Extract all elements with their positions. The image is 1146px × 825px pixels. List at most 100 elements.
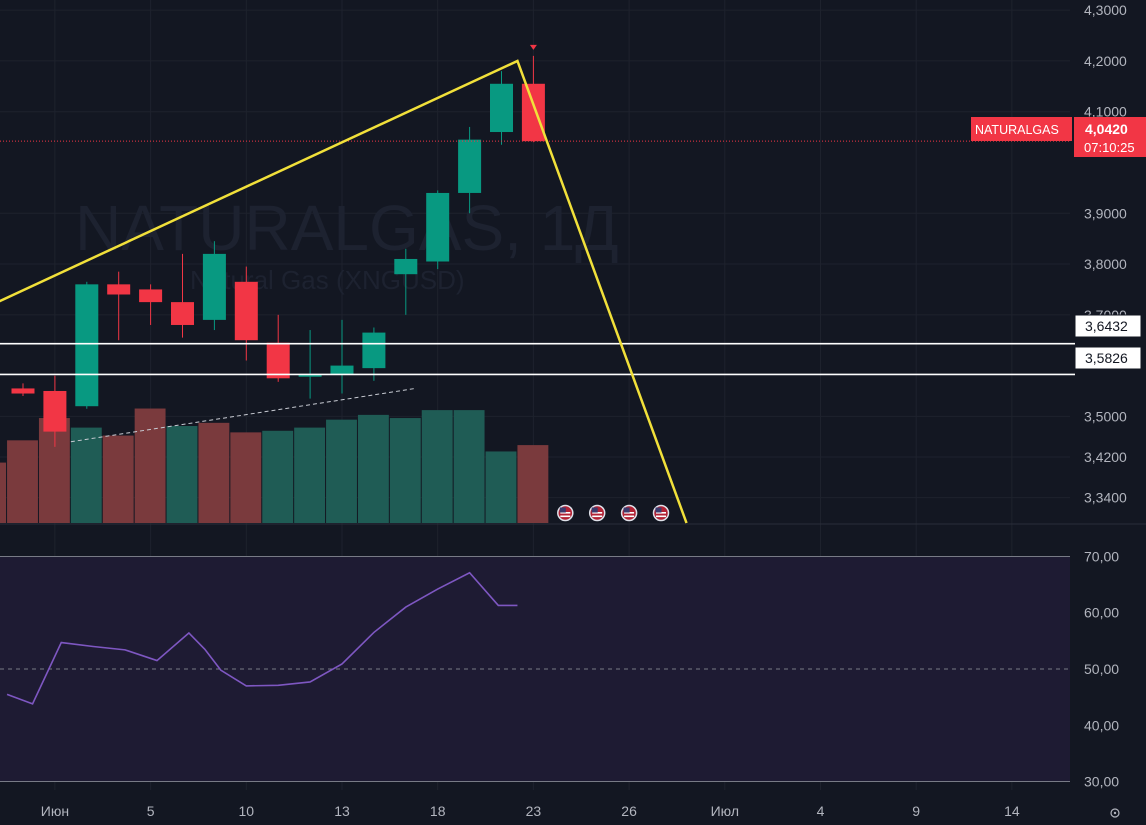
- watermark: NATURALGAS, 1Д Natural Gas (XNGUSD): [75, 192, 619, 295]
- flag-canton: [559, 507, 566, 513]
- axes: 4,30004,20004,10003,90003,80003,70003,50…: [41, 2, 1127, 819]
- flag-stripe: [624, 515, 635, 518]
- time-axis-label: 23: [526, 803, 542, 819]
- us-flag-event-icon[interactable]: [557, 504, 574, 522]
- flag-stripe: [560, 512, 571, 514]
- rsi-line: [6, 571, 518, 705]
- dashed-trendline: [70, 387, 416, 443]
- candle-body: [426, 192, 450, 262]
- candle-body: [490, 83, 513, 133]
- time-axis-label: 26: [621, 803, 637, 819]
- level-tag-2: 3,5826: [1085, 350, 1128, 366]
- volume-bar: [517, 445, 549, 523]
- volume-bar: [102, 435, 134, 523]
- candle-body: [11, 388, 35, 394]
- candle-body: [330, 365, 354, 375]
- volume-bar: [198, 422, 230, 523]
- price-axis-label: 4,2000: [1084, 53, 1127, 69]
- candle-body: [458, 139, 482, 193]
- rsi-axis-label: 70,00: [1084, 548, 1119, 564]
- sell-arrow-icon: [529, 44, 537, 50]
- rsi-pane: [0, 523, 1146, 783]
- flag-stripe: [592, 515, 603, 518]
- price-axis-label: 3,9000: [1084, 205, 1127, 221]
- flag-stripe: [656, 515, 666, 518]
- candle-body: [521, 83, 545, 142]
- volume-bar: [326, 419, 357, 523]
- price-tag-bg: [1074, 117, 1146, 157]
- rsi-axis-label: 60,00: [1084, 605, 1119, 621]
- volume-bar: [7, 440, 38, 523]
- candle-body: [139, 289, 163, 303]
- flag-stripe: [624, 512, 635, 514]
- yellow-trendline[interactable]: [0, 59, 688, 524]
- watermark-subtitle: Natural Gas (XNGUSD): [190, 265, 465, 295]
- volume-bars: [0, 408, 549, 523]
- time-axis-label: Июл: [711, 803, 739, 819]
- price-axis-label: 4,3000: [1084, 2, 1127, 18]
- time-axis-label: Июн: [41, 803, 69, 819]
- candlestick-series: [0, 44, 1070, 447]
- volume-bar: [357, 414, 389, 523]
- volume-bar: [294, 427, 326, 523]
- flag-canton: [655, 507, 662, 513]
- candle-body: [171, 302, 194, 325]
- symbol-tag: NATURALGAS: [975, 123, 1059, 137]
- price-tag: 4,0420: [1085, 121, 1128, 137]
- event-markers[interactable]: [557, 504, 670, 522]
- volume-bar: [134, 408, 166, 523]
- trendline[interactable]: [0, 59, 688, 524]
- dashed-line: [70, 387, 416, 443]
- time-axis-label: 10: [239, 803, 255, 819]
- volume-bar: [166, 426, 198, 523]
- flag-stripe: [560, 515, 571, 518]
- candle-body: [266, 342, 290, 379]
- volume-bar: [485, 451, 517, 523]
- volume-bar: [70, 427, 102, 523]
- countdown-tag: 07:10:25: [1084, 140, 1135, 155]
- us-flag-event-icon[interactable]: [652, 504, 670, 522]
- price-axis-label: 3,3400: [1084, 490, 1127, 506]
- time-axis-label: 5: [147, 803, 155, 819]
- candle-body: [75, 284, 99, 407]
- level-tag-1: 3,6432: [1085, 318, 1128, 334]
- us-flag-event-icon[interactable]: [588, 504, 606, 522]
- volume-bar: [389, 418, 421, 523]
- rsi-axis-label: 50,00: [1084, 661, 1119, 677]
- time-axis-label: 9: [912, 803, 920, 819]
- candle-body: [43, 390, 67, 432]
- flag-canton: [591, 507, 598, 513]
- volume-bar: [262, 430, 294, 523]
- time-axis-label: 13: [334, 803, 350, 819]
- us-flag-event-icon[interactable]: [620, 504, 638, 522]
- price-axis-label: 3,8000: [1084, 256, 1127, 272]
- rsi-axis-label: 40,00: [1084, 717, 1119, 733]
- price-labels: NATURALGAS 4,0420 07:10:25 3,6432 3,5826: [971, 117, 1146, 370]
- candle-body: [394, 258, 418, 275]
- candle-body: [298, 374, 322, 377]
- flag-stripe: [592, 512, 603, 514]
- candle-body: [107, 284, 131, 295]
- symbol-tag-bg: [971, 117, 1072, 141]
- price-axis-label: 3,4200: [1084, 449, 1127, 465]
- level-tag-bg-2: [1074, 346, 1142, 370]
- price-axis-label: 3,5000: [1084, 408, 1127, 424]
- flag-stripe: [656, 512, 666, 514]
- time-axis-label: 14: [1004, 803, 1020, 819]
- price-axis-label: 4,1000: [1084, 104, 1127, 120]
- settings-icon[interactable]: [1110, 808, 1120, 818]
- time-axis-label: 18: [430, 803, 446, 819]
- candle-body: [202, 253, 226, 320]
- time-axis-label: 4: [817, 803, 825, 819]
- watermark-title: NATURALGAS, 1Д: [75, 192, 619, 264]
- candle-body: [362, 332, 386, 369]
- candle-body: [234, 281, 258, 341]
- level-tag-bg-1: [1074, 314, 1142, 338]
- flag-canton: [623, 507, 630, 513]
- horizontal-levels[interactable]: [0, 342, 1075, 376]
- volume-bar: [0, 462, 7, 523]
- volume-bar: [230, 432, 262, 523]
- volume-bar: [421, 410, 453, 523]
- rsi-axis-label: 30,00: [1084, 774, 1119, 790]
